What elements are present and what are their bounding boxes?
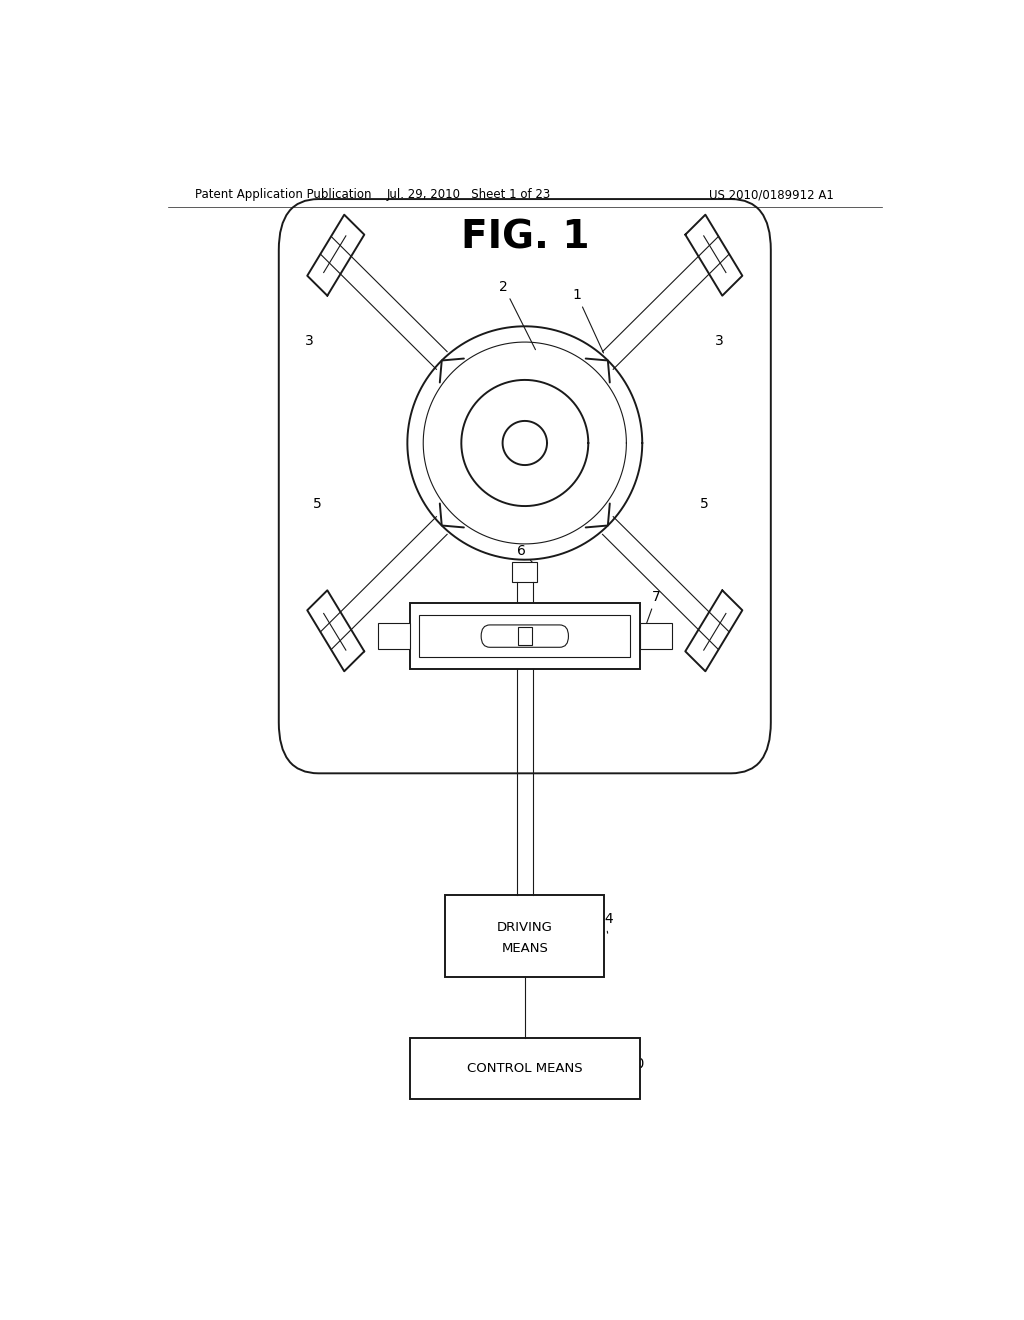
- Text: MEANS: MEANS: [502, 941, 548, 954]
- Text: Patent Application Publication: Patent Application Publication: [196, 189, 372, 202]
- Bar: [445, 895, 604, 977]
- Bar: [419, 615, 631, 657]
- FancyBboxPatch shape: [279, 199, 771, 774]
- Text: 7: 7: [645, 590, 660, 628]
- Text: 5: 5: [699, 496, 709, 511]
- Text: 5: 5: [312, 496, 322, 511]
- Text: CONTROL MEANS: CONTROL MEANS: [467, 1061, 583, 1074]
- Text: US 2010/0189912 A1: US 2010/0189912 A1: [710, 189, 835, 202]
- Text: FIG. 1: FIG. 1: [461, 219, 589, 256]
- Bar: [410, 603, 640, 669]
- Text: Jul. 29, 2010   Sheet 1 of 23: Jul. 29, 2010 Sheet 1 of 23: [387, 189, 551, 202]
- Bar: [512, 562, 538, 582]
- Bar: [410, 1038, 640, 1098]
- Text: 100: 100: [618, 1057, 645, 1071]
- Text: 3: 3: [304, 334, 313, 348]
- Text: DRIVING: DRIVING: [497, 921, 553, 935]
- Bar: [640, 623, 672, 649]
- Text: 6: 6: [517, 544, 535, 565]
- Text: 1: 1: [572, 288, 603, 352]
- Bar: [518, 627, 531, 645]
- Text: 2: 2: [500, 280, 536, 350]
- Bar: [378, 623, 410, 649]
- Text: 14: 14: [596, 912, 613, 933]
- FancyBboxPatch shape: [481, 624, 568, 647]
- Text: 3: 3: [715, 334, 724, 348]
